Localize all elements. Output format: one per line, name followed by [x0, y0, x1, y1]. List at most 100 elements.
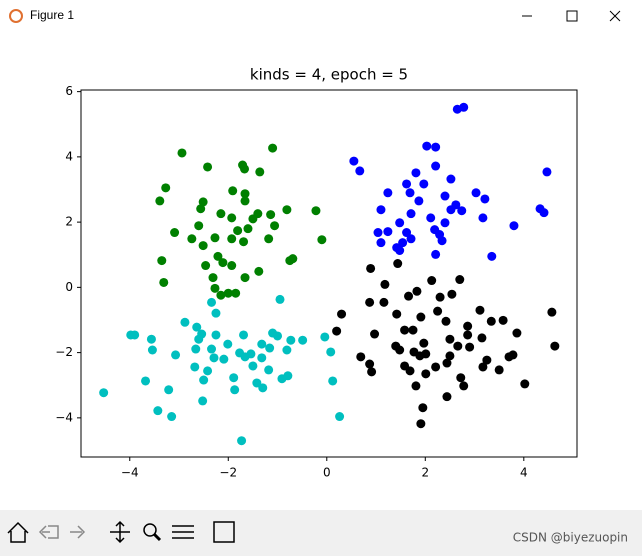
point — [230, 385, 240, 395]
point — [453, 341, 463, 351]
point — [216, 209, 226, 219]
point — [475, 305, 485, 315]
point — [480, 194, 490, 204]
x-tick-label: 0 — [323, 466, 331, 480]
pan-button[interactable] — [110, 520, 130, 544]
point — [459, 381, 469, 391]
point — [435, 292, 445, 302]
point — [408, 325, 418, 335]
point — [282, 205, 292, 215]
point — [328, 376, 338, 386]
point — [227, 234, 237, 244]
y-tick-label: 0 — [65, 280, 73, 294]
point — [456, 373, 466, 383]
point — [99, 388, 109, 398]
point — [383, 188, 393, 198]
point — [298, 335, 308, 345]
point — [273, 331, 283, 341]
point — [440, 218, 450, 228]
point — [416, 419, 426, 429]
point — [447, 289, 457, 299]
point — [231, 288, 241, 298]
point — [405, 366, 415, 376]
point — [478, 213, 488, 223]
point — [446, 174, 456, 184]
point — [427, 276, 437, 286]
point — [419, 179, 429, 189]
point — [442, 358, 452, 368]
point — [486, 316, 496, 326]
point — [398, 238, 408, 248]
point — [414, 196, 424, 206]
point — [268, 143, 278, 153]
toolbar — [0, 510, 642, 556]
zoom-button[interactable] — [143, 523, 157, 537]
point — [240, 273, 250, 283]
point — [311, 206, 321, 216]
point — [177, 148, 187, 158]
subplots-button[interactable] — [172, 525, 194, 539]
point — [395, 345, 405, 355]
point — [365, 297, 375, 307]
point — [373, 228, 383, 238]
point — [161, 183, 171, 193]
point — [463, 321, 473, 331]
point — [155, 196, 165, 206]
back-button[interactable] — [38, 525, 59, 539]
point — [392, 309, 402, 319]
point — [153, 406, 163, 416]
point — [335, 412, 345, 422]
x-tick-label: −4 — [121, 466, 139, 480]
save-button[interactable] — [213, 521, 235, 543]
point — [277, 374, 287, 384]
point — [199, 375, 209, 385]
point — [465, 342, 475, 352]
point — [240, 164, 250, 174]
point — [379, 297, 389, 307]
point — [402, 179, 412, 189]
point — [255, 167, 265, 177]
point — [406, 234, 416, 244]
point — [203, 366, 213, 376]
point — [370, 329, 380, 339]
point — [194, 334, 204, 344]
point — [252, 378, 262, 388]
x-tick-label: 4 — [520, 466, 528, 480]
point — [508, 350, 518, 360]
point — [355, 166, 365, 176]
point — [421, 369, 431, 379]
point — [494, 365, 504, 375]
maximize-button[interactable] — [566, 10, 578, 22]
forward-button[interactable] — [70, 525, 86, 539]
y-tick-label: −4 — [55, 410, 73, 424]
point — [402, 228, 412, 238]
point — [542, 167, 552, 177]
point — [223, 288, 233, 298]
point — [406, 209, 416, 219]
y-tick-label: 2 — [65, 215, 73, 229]
point — [146, 334, 156, 344]
point — [477, 333, 487, 343]
point — [471, 188, 481, 198]
point — [440, 191, 450, 201]
point — [210, 283, 220, 293]
home-button[interactable] — [7, 521, 29, 543]
point — [192, 322, 202, 332]
point — [547, 307, 557, 317]
point — [487, 251, 497, 261]
point — [431, 161, 441, 171]
close-button[interactable] — [609, 10, 621, 22]
point — [411, 168, 421, 178]
point — [376, 205, 386, 215]
point — [482, 355, 492, 365]
point — [426, 213, 436, 223]
point — [421, 349, 431, 359]
point — [395, 246, 405, 256]
point — [431, 142, 441, 152]
point — [412, 286, 422, 296]
window-title: Figure 1 — [30, 8, 74, 22]
plot-area — [80, 89, 578, 458]
point — [227, 213, 237, 223]
point — [187, 234, 197, 244]
